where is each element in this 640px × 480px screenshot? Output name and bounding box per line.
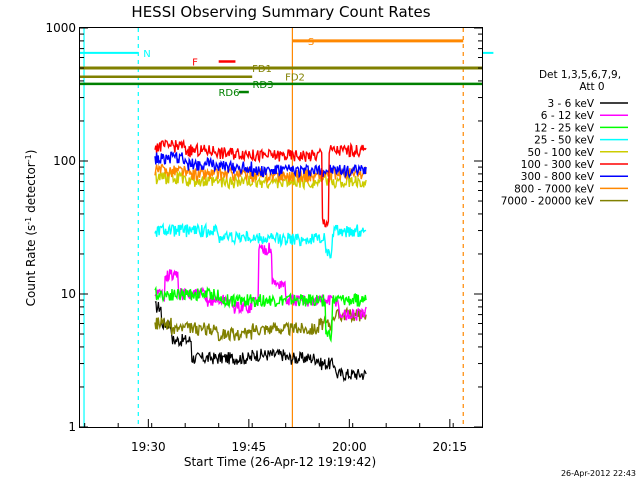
series-lines bbox=[154, 138, 367, 383]
legend-label: 300 - 800 keV bbox=[521, 171, 595, 183]
legend-label: 800 - 7000 keV bbox=[514, 183, 595, 195]
x-axis-label: Start Time (26-Apr-12 19:19:42) bbox=[184, 455, 376, 469]
chart-title: HESSI Observing Summary Count Rates bbox=[131, 3, 430, 21]
legend-label: 3 - 6 keV bbox=[547, 98, 594, 110]
x-tick-label: 19:30 bbox=[131, 440, 166, 454]
series-line bbox=[154, 285, 367, 343]
legend-label: 50 - 100 keV bbox=[527, 147, 594, 159]
series-line bbox=[154, 151, 367, 180]
flag-label: N bbox=[143, 49, 150, 60]
flag-label: S bbox=[308, 37, 314, 48]
series-line bbox=[154, 221, 367, 259]
generation-timestamp: 26-Apr-2012 22:43 bbox=[561, 469, 636, 478]
series-line bbox=[154, 242, 367, 321]
flag-label: RD6 bbox=[218, 88, 239, 99]
series-line bbox=[154, 138, 367, 228]
series-line bbox=[154, 300, 367, 383]
y-tick-label: 1 bbox=[68, 420, 76, 434]
x-tick-label: 20:00 bbox=[332, 440, 367, 454]
flag-bars: N S F FD1 FD2 RD3 RD6 bbox=[80, 37, 494, 99]
y-tick-label: 100 bbox=[53, 154, 76, 168]
legend-header-line2: Att 0 bbox=[579, 81, 604, 93]
x-axis: 19:30 19:45 20:00 20:15 bbox=[84, 419, 468, 454]
flag-label: RD3 bbox=[252, 80, 273, 91]
x-tick-label: 19:45 bbox=[232, 440, 267, 454]
plot-frame bbox=[79, 27, 483, 428]
legend-label: 12 - 25 keV bbox=[534, 122, 595, 134]
flag-label: FD1 bbox=[252, 64, 272, 75]
y-tick-label: 10 bbox=[61, 287, 76, 301]
flag-label: F bbox=[192, 57, 198, 68]
legend-label: 7000 - 20000 keV bbox=[501, 196, 595, 208]
flag-label: FD2 bbox=[285, 73, 305, 84]
x-tick-label: 20:15 bbox=[433, 440, 468, 454]
legend-label: 25 - 50 keV bbox=[534, 135, 595, 147]
legend-label: 6 - 12 keV bbox=[541, 110, 595, 122]
y-axis: 1 10 100 1000 bbox=[45, 21, 482, 434]
y-axis-label: Count Rate (s-1 detector-1) bbox=[24, 150, 39, 307]
legend-label: 100 - 300 keV bbox=[521, 159, 595, 171]
y-tick-label: 1000 bbox=[45, 21, 76, 35]
legend-header-line1: Det 1,3,5,6,7,9, bbox=[539, 69, 621, 81]
series-line bbox=[154, 306, 367, 342]
